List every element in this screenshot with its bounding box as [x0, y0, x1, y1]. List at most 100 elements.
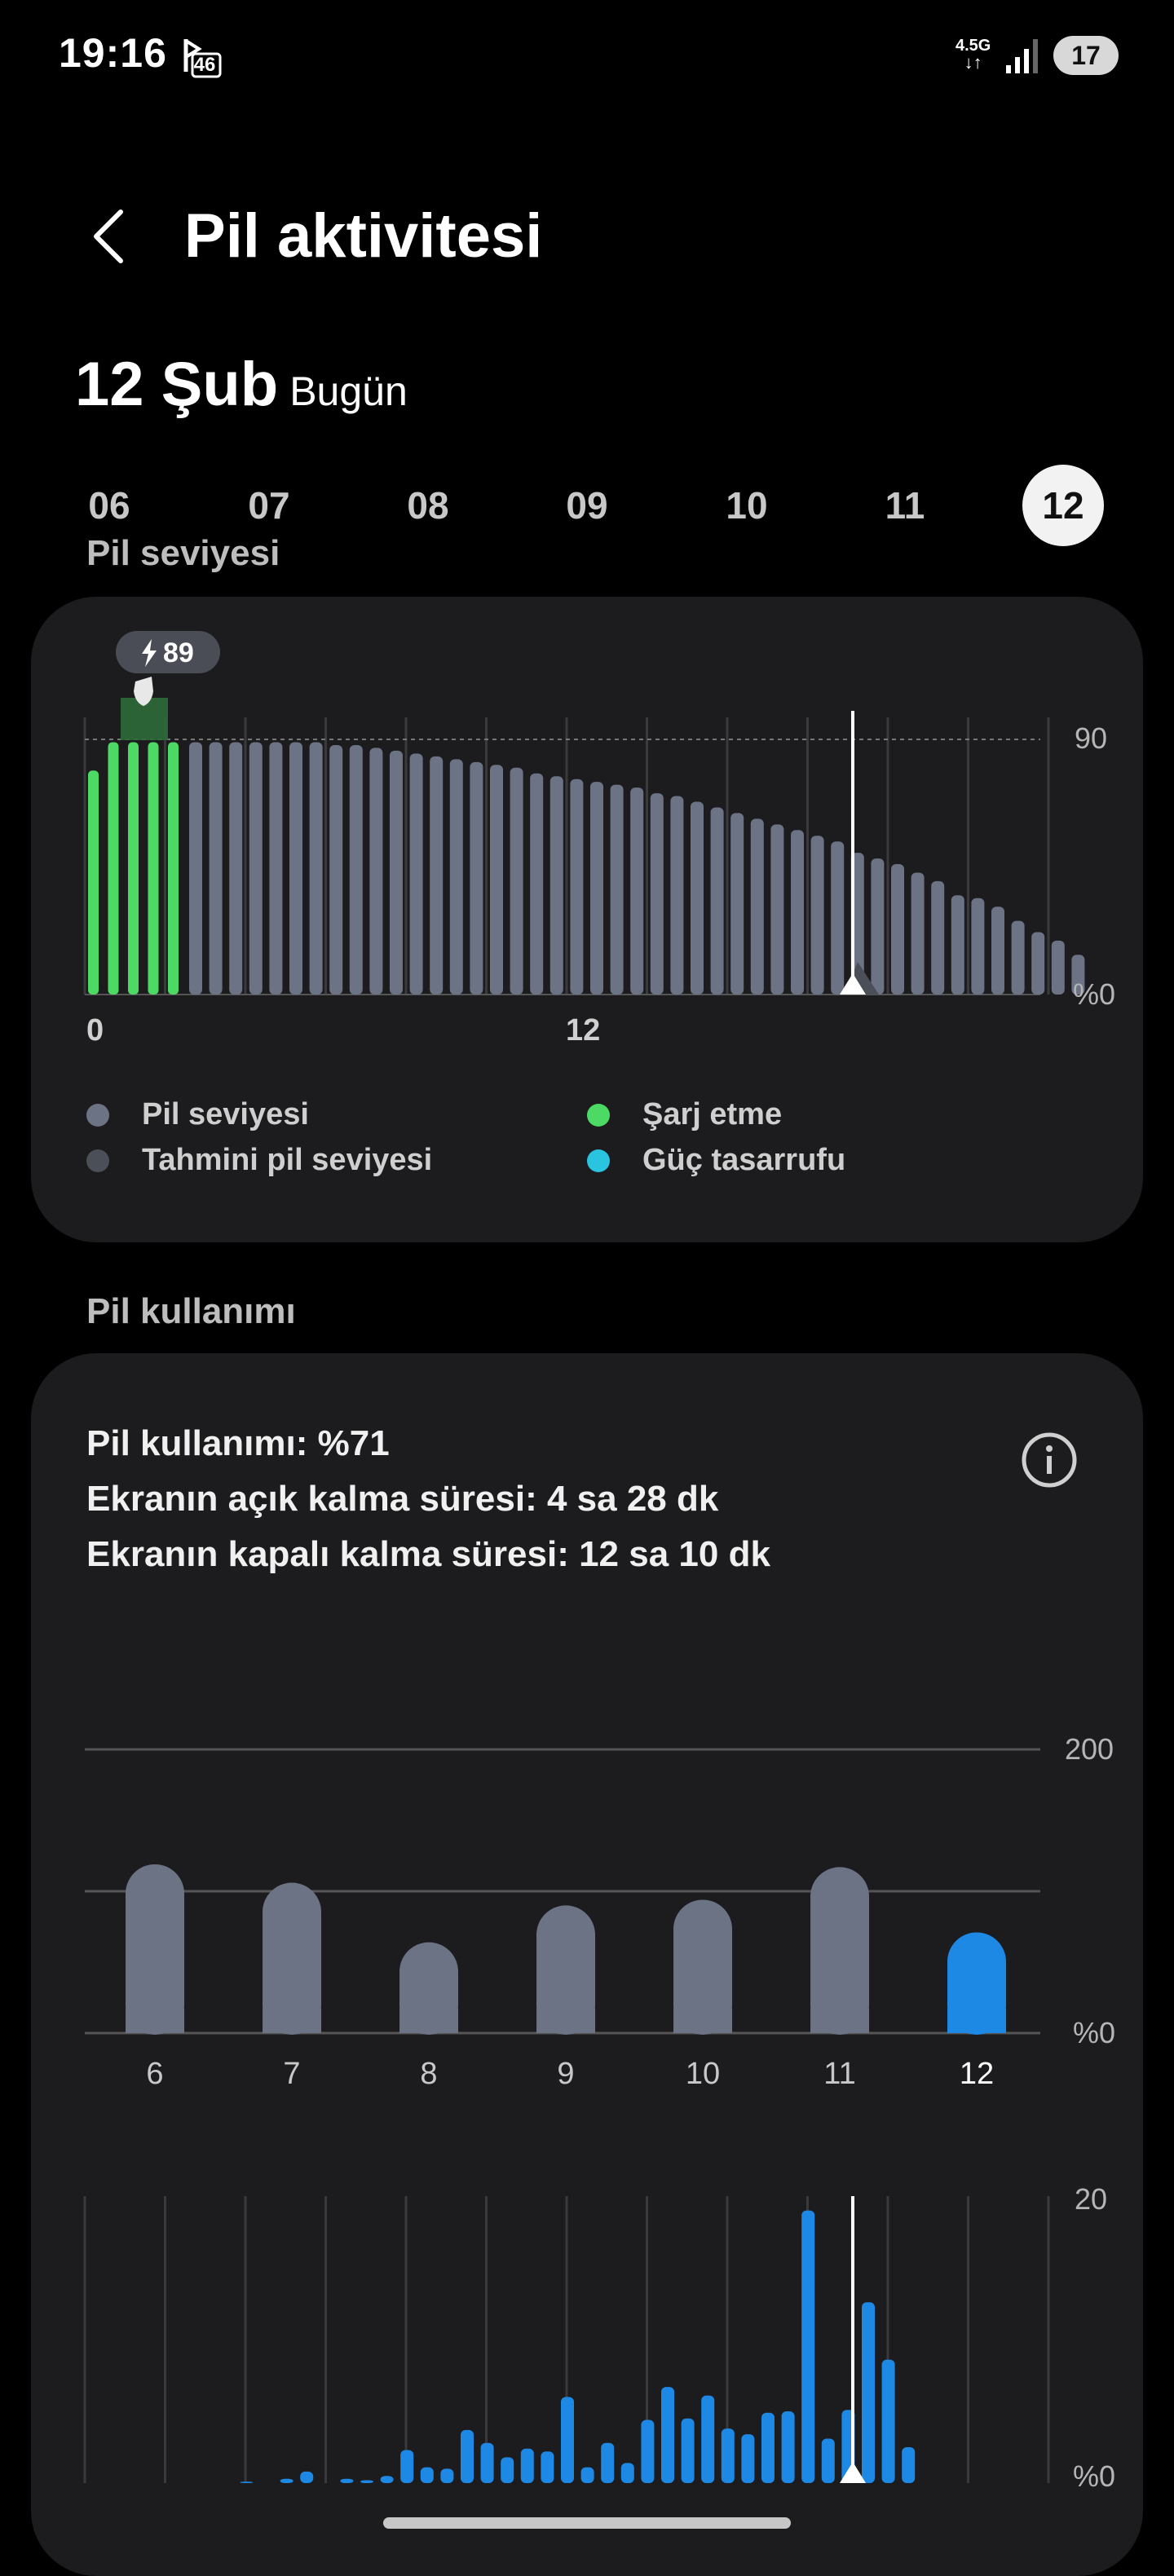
level-bar — [329, 744, 343, 995]
level-bar — [189, 742, 202, 995]
daily-y-top-label: 200 — [1065, 1732, 1114, 1766]
level-bar — [670, 796, 684, 995]
hourly-bar — [240, 2481, 254, 2483]
hourly-y-top-label: 20 — [1075, 2185, 1107, 2216]
hourly-bar — [881, 2359, 895, 2483]
charge-tag-value: 89 — [163, 637, 194, 668]
legend-item-estimated: Tahmini pil seviyesi — [86, 1143, 432, 1178]
legend-dot-estimated — [86, 1149, 109, 1172]
hourly-bar — [801, 2210, 815, 2483]
hourly-bar — [420, 2467, 434, 2483]
level-bar-charging — [128, 742, 139, 995]
hourly-bar — [380, 2476, 394, 2483]
day-tab-07[interactable]: 07 — [248, 484, 290, 527]
level-bar — [289, 742, 302, 995]
daily-x-label-12: 12 — [960, 2057, 994, 2091]
daily-x-label-8: 8 — [420, 2057, 437, 2091]
level-bar — [971, 898, 985, 995]
level-bar — [831, 841, 845, 995]
date-sub-label: Bugün — [289, 368, 408, 414]
level-bar — [1051, 940, 1065, 995]
legend-label-power-saving: Güç tasarrufu — [642, 1143, 846, 1177]
current-time-marker-icon — [840, 973, 866, 995]
hourly-bar — [580, 2467, 594, 2483]
level-bar — [791, 830, 804, 995]
battery-level-badge: 17 — [1053, 36, 1119, 75]
hourly-bar — [480, 2442, 494, 2483]
day-tab-12-selected[interactable]: 12 — [1022, 465, 1104, 546]
level-bar — [470, 761, 483, 995]
level-bar — [549, 776, 563, 995]
screen-off-time-text: Ekranın kapalı kalma süresi: 12 sa 10 dk — [86, 1534, 770, 1574]
info-icon[interactable] — [1021, 1431, 1078, 1489]
level-y-bottom-label: %0 — [1073, 977, 1115, 1011]
level-bar — [951, 895, 964, 995]
daily-bar-10[interactable] — [673, 1899, 732, 2035]
level-bar — [810, 836, 824, 995]
level-bar-charging — [108, 742, 119, 995]
level-bar — [991, 906, 1004, 995]
hourly-bar — [541, 2451, 554, 2483]
daily-bar-base — [399, 2009, 458, 2033]
level-bar — [269, 742, 283, 995]
level-bar — [610, 784, 624, 995]
battery-level-chart: 89 90 %0 0 12 — [83, 631, 1115, 1043]
hourly-bar — [761, 2412, 775, 2483]
level-bar-charging — [168, 742, 179, 995]
hourly-bar — [781, 2411, 795, 2483]
charge-tag: 89 — [116, 631, 220, 673]
legend-label-estimated: Tahmini pil seviyesi — [142, 1143, 433, 1177]
hourly-bar — [601, 2442, 615, 2483]
daily-x-label-7: 7 — [283, 2057, 300, 2091]
hourly-bar — [862, 2302, 875, 2483]
usage-percent-text: Pil kullanımı: %71 — [86, 1423, 390, 1463]
level-bar — [449, 759, 463, 995]
level-bar — [1011, 920, 1025, 995]
hourly-current-time-marker-icon — [840, 2462, 866, 2483]
day-tab-08[interactable]: 08 — [407, 484, 449, 527]
level-bar — [891, 864, 904, 995]
day-tab-09[interactable]: 09 — [566, 484, 608, 527]
daily-x-label-11: 11 — [823, 2057, 855, 2091]
level-bar — [349, 744, 363, 995]
hourly-bar — [721, 2428, 735, 2483]
daily-bar-base — [126, 2009, 184, 2033]
level-bar — [530, 773, 544, 995]
level-bar — [710, 807, 724, 995]
hourly-bar — [681, 2418, 695, 2483]
daily-bar-base — [536, 2009, 595, 2033]
legend-label-level: Pil seviyesi — [142, 1097, 309, 1131]
date-main-label: 12 Şub — [75, 350, 279, 419]
network-type: 4.5G ↓↑ — [956, 37, 991, 72]
daily-usage-chart: 6 7 8 9 10 11 12 200 %0 — [85, 1732, 1115, 2091]
day-tab-11[interactable]: 11 — [885, 484, 925, 527]
home-indicator[interactable] — [383, 2517, 791, 2529]
hourly-bar — [501, 2457, 514, 2483]
level-bar — [911, 872, 925, 995]
daily-x-label-6: 6 — [146, 2057, 163, 2091]
level-bar — [630, 787, 644, 995]
level-bar — [650, 793, 664, 995]
signal-icon — [1006, 37, 1039, 73]
day-tab-10[interactable]: 10 — [726, 484, 768, 527]
daily-bar-11[interactable] — [810, 1867, 869, 2035]
level-bar — [931, 880, 945, 995]
hourly-bar — [620, 2463, 634, 2483]
hourly-bar — [661, 2387, 674, 2483]
legend-label-charging: Şarj etme — [642, 1097, 783, 1131]
level-bar — [1071, 955, 1085, 995]
usage-section-label: Pil kullanımı — [86, 1291, 296, 1331]
level-bar — [730, 813, 744, 995]
daily-bar-base — [263, 2009, 321, 2033]
daily-bar-6[interactable] — [126, 1864, 184, 2035]
hourly-bar — [280, 2478, 294, 2483]
level-bar — [249, 742, 263, 995]
day-tab-06[interactable]: 06 — [88, 484, 130, 527]
daily-bar-9[interactable] — [536, 1905, 595, 2035]
level-bar-charging — [148, 742, 159, 995]
level-bar — [209, 742, 223, 995]
level-bar — [590, 782, 603, 995]
shield-icon — [134, 677, 153, 706]
daily-bar-7[interactable] — [263, 1882, 321, 2035]
back-arrow-icon[interactable] — [82, 204, 139, 269]
